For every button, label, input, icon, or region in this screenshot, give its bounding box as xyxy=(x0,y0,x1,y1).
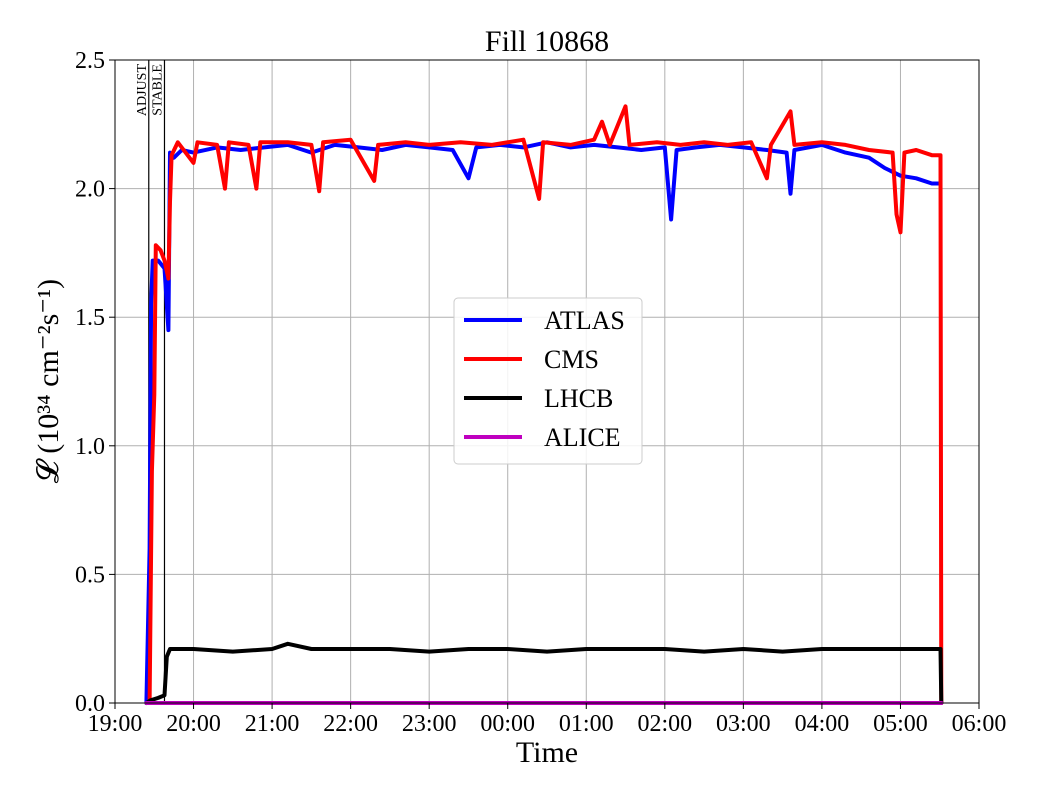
x-tick-label: 22:00 xyxy=(323,711,378,737)
legend: ATLAS CMS LHCB ALICE xyxy=(453,297,643,465)
x-tick-label: 02:00 xyxy=(637,711,692,737)
x-tick-label: 05:00 xyxy=(873,711,928,737)
legend-label: ALICE xyxy=(544,423,621,452)
x-axis-title: Time xyxy=(516,736,578,769)
legend-box xyxy=(453,297,643,465)
y-tick-label: 0.0 xyxy=(75,691,105,717)
y-axis-title: 𝓛 (10³⁴ cm⁻²s⁻¹) xyxy=(32,279,65,483)
plot-frame xyxy=(114,59,980,704)
series-line-lhcb xyxy=(144,641,944,705)
y-tick-label: 2.5 xyxy=(75,48,105,74)
x-tick-label: 23:00 xyxy=(402,711,457,737)
chart-title: Fill 10868 xyxy=(485,25,609,58)
series-line-cms xyxy=(147,104,944,705)
x-tick-label: 21:00 xyxy=(245,711,300,737)
axis-ticks: 19:00 20:00 21:00 22:00 23:00 00:00 01:00 02:00… xyxy=(75,48,1006,737)
legend-label: ATLAS xyxy=(544,306,625,335)
y-tick-label: 1.0 xyxy=(75,434,105,460)
phase-marker-label: STABLE xyxy=(150,64,165,116)
x-tick-label: 19:00 xyxy=(88,711,143,737)
x-tick-label: 03:00 xyxy=(716,711,771,737)
x-tick-label: 04:00 xyxy=(795,711,850,737)
phase-marker-label: ADJUST xyxy=(135,64,150,117)
x-tick-label: 01:00 xyxy=(559,711,614,737)
y-tick-label: 2.0 xyxy=(75,177,105,203)
legend-label: LHCB xyxy=(544,384,613,413)
legend-label: CMS xyxy=(544,345,599,374)
x-tick-label: 06:00 xyxy=(952,711,1007,737)
y-tick-label: 1.5 xyxy=(75,305,105,331)
x-tick-label: 20:00 xyxy=(166,711,221,737)
y-tick-label: 0.5 xyxy=(75,562,105,588)
x-tick-label: 00:00 xyxy=(480,711,535,737)
